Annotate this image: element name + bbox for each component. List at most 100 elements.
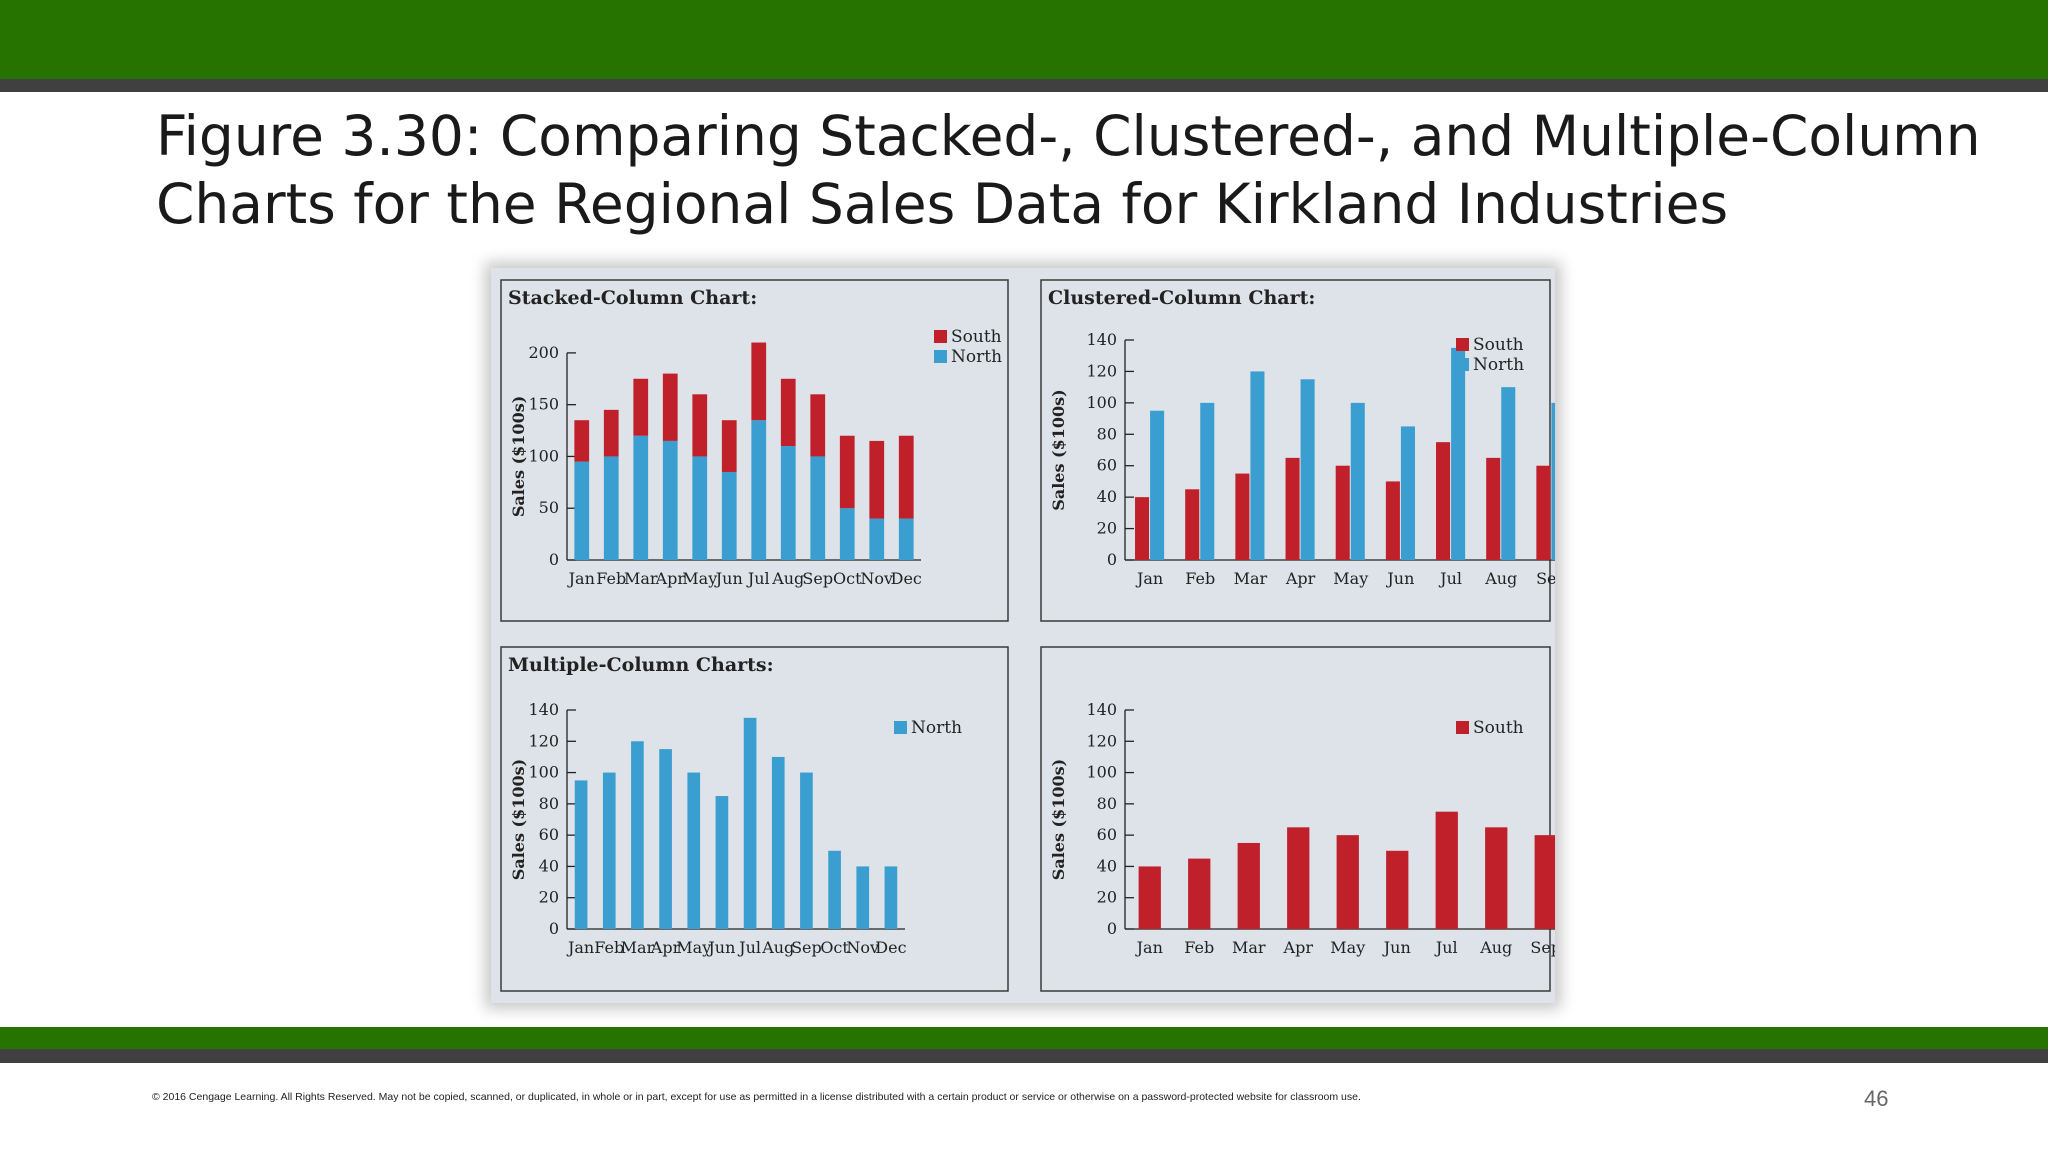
bar-north-oct (839, 508, 855, 560)
x-tick-label: Jun (714, 569, 743, 588)
x-tick-label: Apr (655, 569, 686, 588)
bar-north-dec (884, 866, 898, 929)
legend-label-north: North (951, 347, 1002, 367)
bar-south-apr (1287, 827, 1310, 929)
x-tick-label: Dec (875, 938, 906, 957)
top-green-band (0, 0, 2048, 79)
bar-north-sep (810, 456, 826, 560)
x-tick-label: Aug (761, 938, 794, 957)
y-tick-label: 0 (549, 919, 559, 938)
slide-title-line-2: Charts for the Regional Sales Data for K… (156, 172, 1729, 236)
y-tick-label: 120 (1086, 361, 1117, 380)
bottom-gray-band (0, 1049, 2048, 1063)
bar-north-aug (1501, 387, 1516, 560)
y-tick-label: 150 (528, 395, 559, 414)
x-tick-label: Mar (1234, 569, 1268, 588)
legend-swatch-north (934, 350, 947, 363)
bar-south-aug (780, 378, 796, 447)
bar-south-feb (603, 409, 619, 457)
x-tick-label: Sep (1536, 569, 1555, 588)
bar-north-may (692, 456, 708, 560)
legend-swatch-south (1456, 721, 1469, 734)
bar-south-feb (1188, 858, 1211, 929)
chart-multi-north: Multiple-Column Charts: 0 20 40 60 80 100 120 14… (500, 646, 1009, 992)
x-tick-label: Jul (746, 569, 770, 588)
x-tick-label: Jul (737, 938, 761, 957)
x-tick-label: Apr (650, 938, 681, 957)
bar-north-jul (751, 420, 767, 560)
bar-south-mar (1235, 473, 1250, 560)
x-tick-label: Aug (1479, 938, 1512, 957)
y-tick-label: 140 (528, 700, 559, 719)
legend-label-south: South (951, 327, 1002, 347)
y-tick-label: 120 (1086, 731, 1117, 750)
bar-north-jan (1150, 410, 1165, 560)
bar-north-may (1350, 402, 1365, 560)
chart-multi-south: 0 20 40 60 80 100 120 140 Sales ($100s) Jan Feb Mar… (1040, 646, 1555, 992)
bar-north-aug (771, 756, 785, 929)
bar-south-aug (1485, 827, 1508, 929)
y-tick-label: 0 (549, 550, 559, 569)
bar-south-jun (721, 420, 737, 472)
bar-north-jan (574, 461, 590, 560)
x-tick-label: Jun (1385, 569, 1414, 588)
x-tick-label: Dec (891, 569, 922, 588)
x-tick-label: Jan (1135, 938, 1163, 957)
y-tick-label: 40 (1097, 856, 1117, 875)
chart-title: Clustered-Column Chart: (1048, 287, 1315, 309)
x-tick-label: Jan (566, 938, 594, 957)
y-tick-label: 60 (1097, 825, 1117, 844)
y-tick-label: 20 (539, 888, 559, 907)
legend-label-north: North (1473, 355, 1524, 375)
x-tick-label: Jul (1438, 569, 1462, 588)
chart-frame (500, 646, 1009, 992)
bar-south-sep (1536, 465, 1551, 560)
top-gray-band (0, 79, 2048, 92)
bar-south-may (692, 394, 708, 457)
y-tick-label: 60 (1097, 456, 1117, 475)
x-tick-label: Jun (1382, 938, 1411, 957)
bar-north-feb (603, 456, 619, 560)
x-tick-label: Nov (846, 938, 879, 957)
x-tick-label: Sep (1530, 938, 1555, 957)
bar-north-mar (631, 741, 644, 929)
y-tick-label: 40 (539, 856, 559, 875)
chart-frame (500, 279, 1009, 622)
x-tick-label: Mar (624, 569, 658, 588)
bar-north-apr (1300, 379, 1315, 560)
x-tick-label: Apr (1285, 569, 1316, 588)
bar-north-jun (1400, 426, 1415, 560)
x-tick-label: Jun (706, 938, 735, 957)
y-tick-label: 0 (1107, 550, 1117, 569)
x-tick-label: Feb (594, 938, 624, 957)
bar-south-jan (1138, 866, 1161, 929)
bar-north-aug (780, 446, 796, 560)
bar-south-sep (810, 394, 826, 457)
y-axis-label: Sales ($100s) (1049, 759, 1068, 880)
chart-frame (1040, 646, 1551, 992)
bar-north-mar (633, 435, 649, 560)
y-tick-label: 140 (1086, 700, 1117, 719)
bar-south-jul (1435, 811, 1458, 929)
bar-north-may (687, 772, 701, 929)
bar-north-jul (1451, 347, 1466, 560)
bar-south-mar (1237, 842, 1260, 929)
bar-north-apr (659, 749, 672, 929)
x-tick-label: May (1330, 938, 1365, 957)
bar-south-jul (751, 342, 767, 421)
bar-north-sep (800, 772, 813, 929)
y-tick-label: 140 (1086, 330, 1117, 349)
bar-north-jan (574, 780, 588, 929)
legend-swatch-north (1456, 358, 1469, 371)
y-axis-label: Sales ($100s) (509, 396, 528, 517)
x-tick-label: Sep (791, 938, 822, 957)
chart-clustered: Clustered-Column Chart: 0 20 40 60 80 100 120 14… (1040, 279, 1555, 622)
bar-south-mar (633, 378, 649, 436)
legend-label-south: South (1473, 718, 1524, 738)
legend-swatch-north (894, 721, 907, 734)
bar-south-jan (574, 420, 590, 462)
legend-label-south: South (1473, 335, 1524, 355)
legend-label-north: North (911, 718, 962, 738)
copyright-notice: © 2016 Cengage Learning. All Rights Rese… (152, 1091, 1361, 1103)
legend-swatch-south (934, 330, 947, 343)
